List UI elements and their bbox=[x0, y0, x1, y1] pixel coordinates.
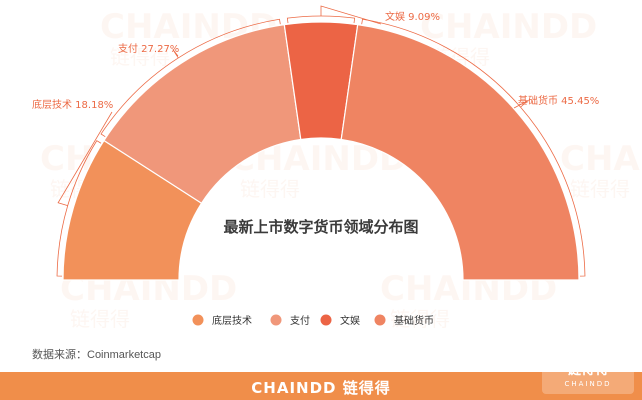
corner-logo-subtitle: CHAINDD bbox=[564, 380, 612, 388]
legend-label-2: 文娱 bbox=[340, 314, 360, 327]
watermark-text-cn: 链得得 bbox=[110, 45, 170, 69]
slice-labels-layer: 底层技术 18.18% 支付 27.27% 文娱 9.09% 基础货币 45.45% bbox=[32, 5, 599, 277]
watermark-text-cn: 链得得 bbox=[240, 177, 300, 201]
slice-bracket-2 bbox=[286, 15, 356, 24]
legend-label-1: 支付 bbox=[290, 314, 310, 327]
slice-leader-3 bbox=[513, 100, 529, 109]
slice-bracket-0 bbox=[56, 140, 102, 277]
footer-brand: CHAINDD 链得得 bbox=[251, 379, 391, 397]
legend-marker-1 bbox=[270, 314, 282, 326]
watermark-text: CHAINDD bbox=[420, 7, 597, 47]
slice-label-2: 文娱 9.09% bbox=[385, 10, 440, 23]
slice-label-3: 基础货币 45.45% bbox=[518, 94, 599, 107]
watermark-text-cn: 链得得 bbox=[390, 307, 450, 331]
corner-logo: 链得得 CHAINDD bbox=[542, 354, 634, 394]
slice-label-0: 底层技术 18.18% bbox=[32, 98, 113, 111]
legend-marker-2 bbox=[320, 314, 332, 326]
footer-bar: CHAINDD 链得得 bbox=[0, 372, 642, 400]
legend-label-0: 底层技术 bbox=[212, 314, 252, 327]
slice-leader-1 bbox=[172, 49, 179, 59]
watermark-text: CHAINDD bbox=[560, 139, 642, 179]
slices-layer bbox=[62, 21, 580, 281]
source-text: 数据来源：Coinmarketcap bbox=[32, 349, 161, 361]
slice-label-1: 支付 27.27% bbox=[118, 42, 179, 55]
slice-leader-0 bbox=[57, 111, 113, 207]
watermark-text-cn: 链得得 bbox=[570, 177, 630, 201]
legend-marker-0 bbox=[192, 314, 204, 326]
slice-leader-2 bbox=[320, 5, 382, 25]
slice-3 bbox=[340, 23, 580, 281]
legend: 底层技术 支付 文娱 基础货币 bbox=[192, 314, 434, 327]
slice-bracket-1 bbox=[100, 18, 281, 138]
watermark-text-cn: 链得得 bbox=[70, 307, 130, 331]
corner-logo-title: 链得得 bbox=[567, 362, 609, 378]
legend-label-3: 基础货币 bbox=[394, 314, 434, 327]
legend-marker-3 bbox=[374, 314, 386, 326]
chart-title: 最新上市数字货币领域分布图 bbox=[223, 218, 418, 236]
